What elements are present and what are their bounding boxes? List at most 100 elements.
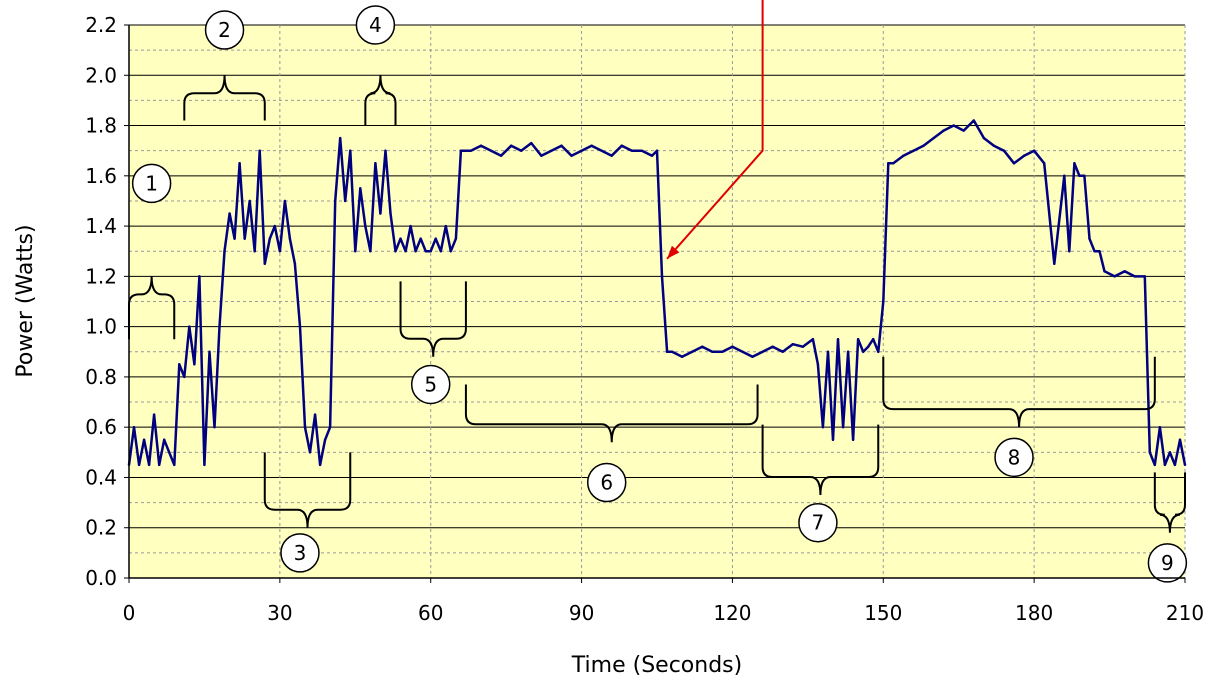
power-data-point (826, 350, 830, 353)
power-data-point (268, 237, 271, 240)
red-arrow-head (667, 245, 680, 259)
power-data-point (841, 425, 845, 429)
power-data-point (600, 149, 603, 152)
power-data-point (887, 162, 890, 165)
power-data-point (308, 451, 312, 454)
power-data-point (263, 262, 266, 265)
y-tick-label: 0.2 (85, 516, 117, 540)
marker-label-5: 5 (424, 372, 437, 396)
marker-circle-4 (355, 5, 396, 45)
power-data-point (253, 250, 256, 253)
power-data-point (313, 413, 317, 416)
power-data-point (701, 345, 704, 348)
power-data-point (459, 149, 463, 152)
power-data-point (328, 425, 332, 429)
power-data-point (1043, 162, 1046, 165)
power-data-point (992, 144, 996, 147)
marker-label-6: 6 (600, 470, 613, 494)
power-data-point (912, 149, 915, 152)
power-data-point (1068, 250, 1071, 253)
power-data-point (489, 149, 493, 152)
power-data-point (203, 463, 206, 467)
power-data-point (429, 250, 432, 253)
power-data-point (781, 350, 784, 353)
power-data-point (801, 345, 805, 348)
marker-label-4: 4 (369, 13, 382, 37)
y-tick-label: 1.2 (85, 264, 117, 288)
power-data-point (982, 136, 986, 140)
power-data-point (509, 144, 513, 147)
power-data-point (1133, 275, 1136, 278)
marker-label-9: 9 (1161, 551, 1174, 575)
power-data-point (811, 338, 815, 341)
marker-label-2: 2 (218, 18, 231, 42)
power-data-point (1173, 463, 1177, 467)
power-data-point (1113, 275, 1116, 278)
power-data-point (630, 149, 634, 152)
power-data-point (680, 355, 684, 358)
marker-circle-6 (586, 462, 627, 503)
x-tick-label: 30 (267, 601, 292, 625)
power-data-point (1178, 438, 1182, 441)
power-data-point (1053, 262, 1056, 265)
power-data-point (741, 350, 744, 353)
power-data-point (1123, 270, 1126, 273)
power-data-point (344, 199, 347, 203)
power-data-point (213, 425, 216, 429)
x-tick-labels: 0 30 60 90 120 150 180 210 (123, 578, 1204, 625)
power-data-point (1163, 463, 1167, 467)
power-data-point (846, 350, 850, 353)
power-data-point (932, 136, 935, 140)
power-data-point (711, 350, 714, 353)
power-data-point (570, 154, 573, 157)
power-data-point (444, 224, 447, 228)
power-data-point (620, 144, 623, 147)
power-data-point (771, 345, 774, 348)
y-tick-label: 2.2 (85, 13, 117, 37)
y-tick-label: 1.0 (85, 315, 117, 339)
power-data-point (761, 350, 764, 353)
power-data-point (1063, 174, 1066, 178)
power-data-point (419, 237, 422, 240)
power-data-point (1158, 425, 1162, 429)
power-data-point (670, 350, 674, 353)
arrow-layer (666, 0, 764, 260)
y-axis-title: Power (Watts) (13, 224, 38, 377)
power-data-point (499, 154, 503, 157)
power-data-point (238, 162, 241, 165)
power-data-point (333, 199, 337, 203)
power-data-point (1168, 451, 1172, 454)
x-tick-label: 60 (418, 601, 443, 625)
y-tick-label: 1.4 (85, 214, 117, 238)
x-tick-label: 210 (1166, 601, 1204, 625)
power-data-point (137, 463, 141, 467)
power-data-point (399, 237, 402, 240)
power-data-point (449, 250, 453, 253)
x-tick-label: 150 (864, 601, 902, 625)
power-data-point (861, 350, 865, 353)
power-data-point (223, 250, 226, 253)
power-data-point (469, 149, 473, 152)
power-data-point (952, 124, 955, 127)
power-data-point (1093, 250, 1096, 253)
power-data-point (902, 154, 905, 157)
power-data-point (479, 144, 483, 147)
x-tick-label: 180 (1015, 601, 1053, 625)
power-data-point (152, 413, 156, 416)
power-data-point (831, 438, 835, 441)
power-data-point (1148, 451, 1152, 454)
power-data-point (877, 350, 880, 353)
power-data-point (147, 463, 151, 467)
x-axis-title: Time (Seconds) (571, 653, 742, 678)
power-data-point (248, 199, 251, 203)
power-data-point (132, 425, 136, 429)
power-data-point (962, 129, 965, 132)
power-data-point (278, 250, 282, 253)
power-data-point (283, 199, 287, 203)
marker-label-3: 3 (294, 541, 307, 565)
power-data-point (233, 237, 236, 240)
marker-label-8: 8 (1008, 445, 1021, 469)
power-data-point (454, 237, 458, 240)
power-data-point (303, 425, 307, 429)
